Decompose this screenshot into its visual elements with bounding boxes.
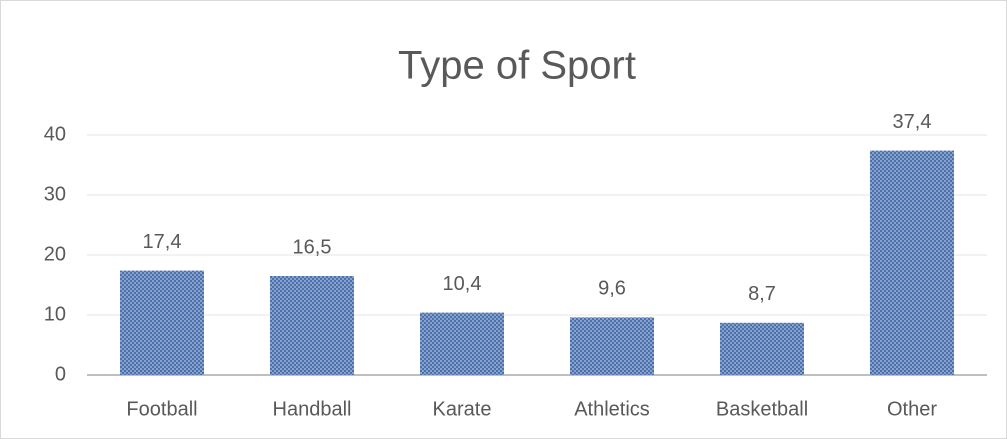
y-tick-label: 20	[44, 243, 66, 265]
y-tick-label: 10	[44, 303, 66, 325]
data-label: 8,7	[748, 283, 776, 305]
bar	[120, 270, 204, 375]
bar	[420, 312, 504, 375]
bar	[870, 150, 954, 375]
bar	[570, 317, 654, 375]
bar	[270, 276, 354, 375]
x-tick-label: Other	[887, 398, 937, 420]
y-tick-label: 0	[55, 363, 66, 385]
x-tick-label: Athletics	[574, 398, 650, 420]
x-tick-label: Karate	[433, 398, 492, 420]
chart-title: Type of Sport	[398, 44, 636, 88]
x-tick-label: Football	[126, 398, 197, 420]
data-label: 10,4	[443, 273, 482, 295]
x-tick-label: Basketball	[716, 398, 808, 420]
bar	[720, 322, 804, 375]
y-tick-label: 40	[44, 123, 66, 145]
y-tick-label: 30	[44, 183, 66, 205]
data-label: 16,5	[293, 236, 332, 258]
data-label: 37,4	[893, 111, 932, 133]
data-label: 9,6	[598, 278, 626, 300]
data-label: 17,4	[143, 231, 182, 253]
x-tick-label: Handball	[273, 398, 352, 420]
